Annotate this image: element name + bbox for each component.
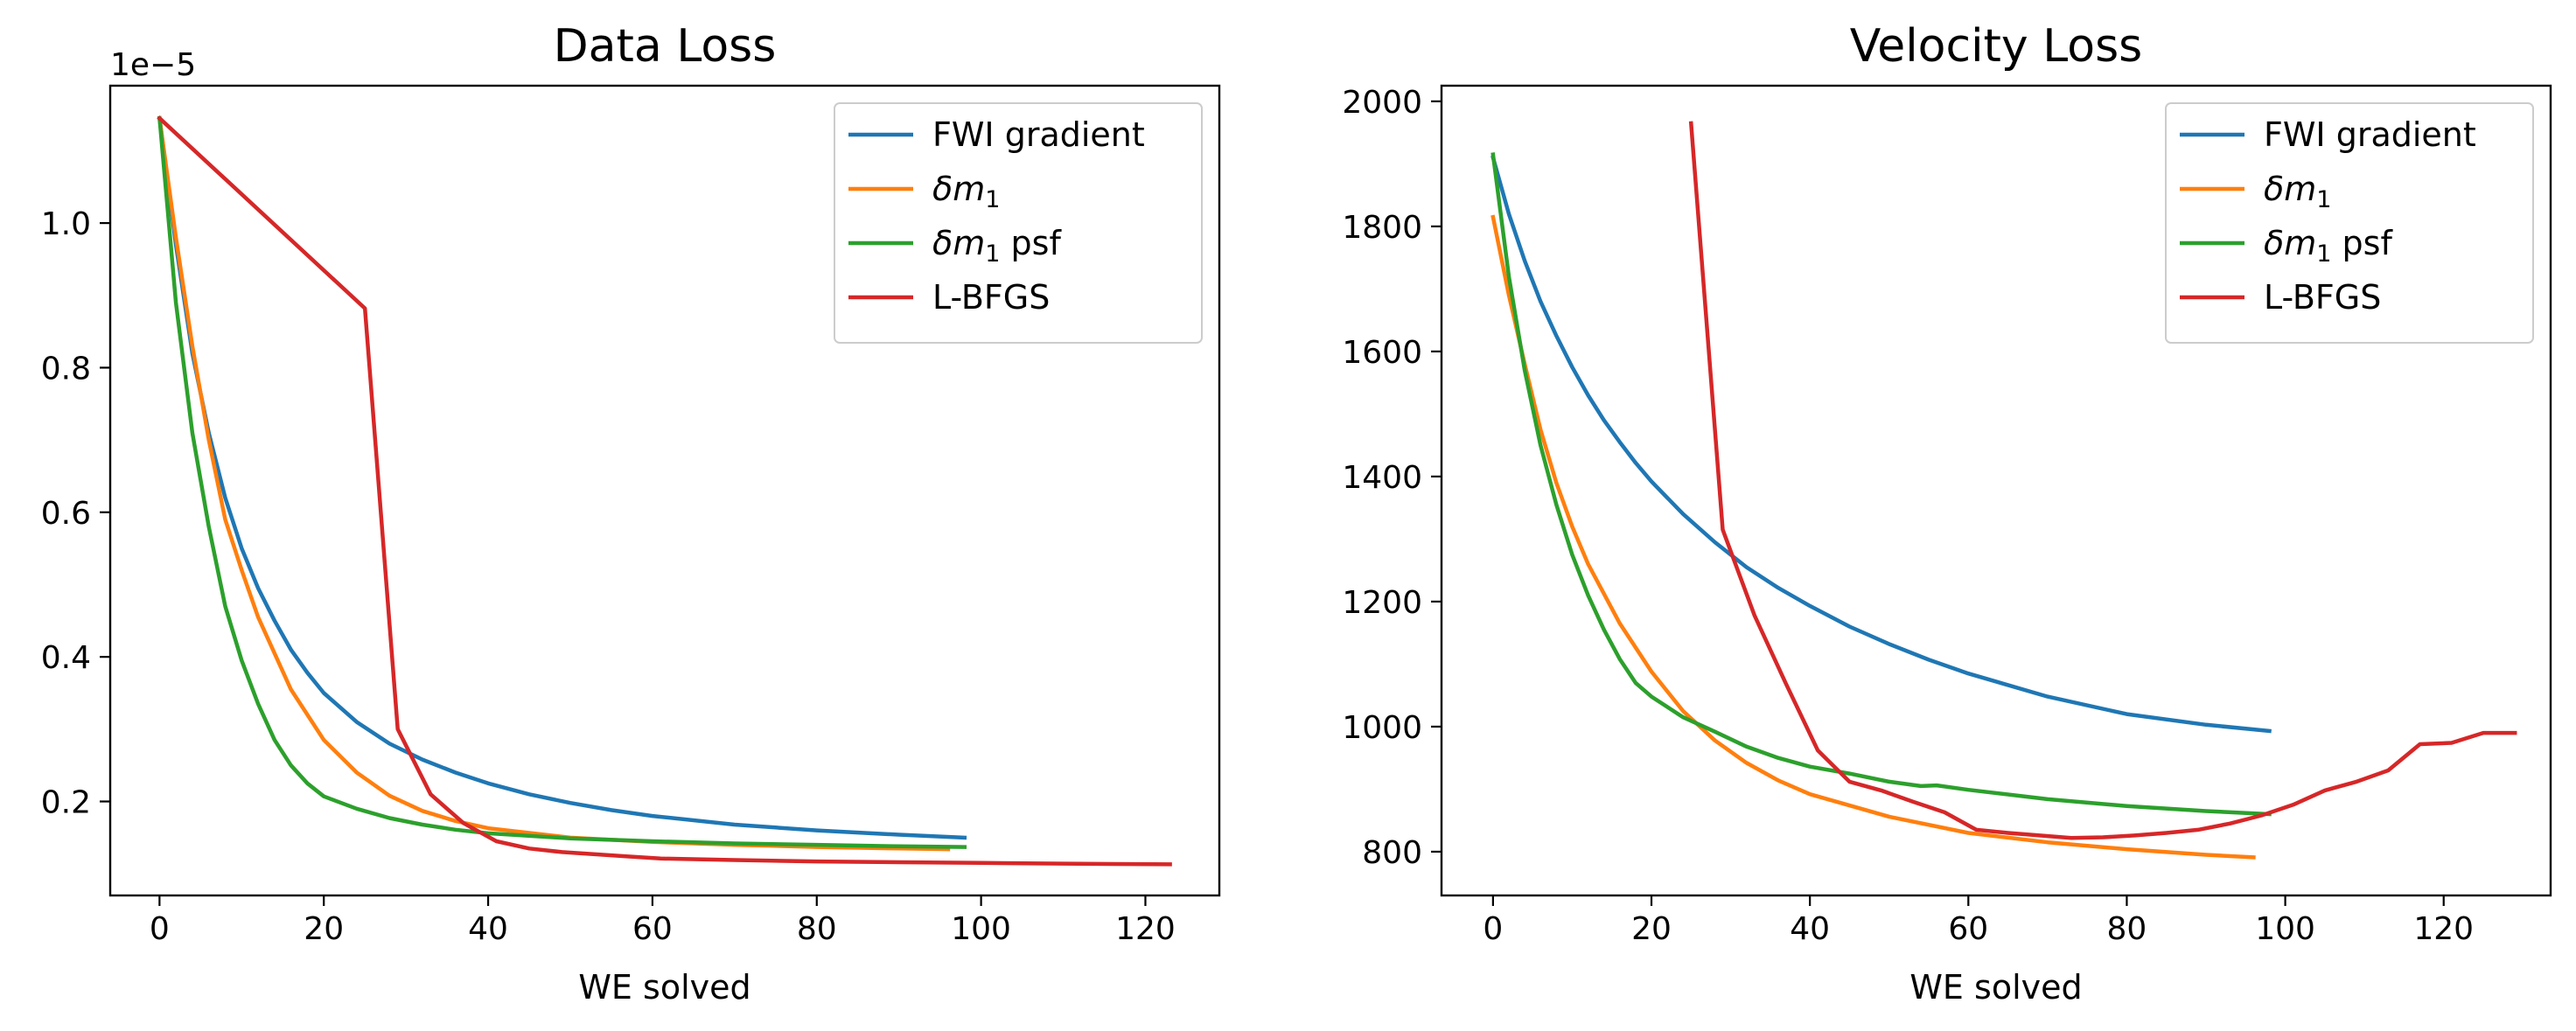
legend: FWI gradient δm1 δm1 psf L-BFGS bbox=[2165, 102, 2534, 344]
x-tick-label: 100 bbox=[951, 911, 1011, 947]
y-tick-label: 1.0 bbox=[41, 206, 91, 242]
series-lines bbox=[1490, 121, 2517, 860]
y-tick-label: 1600 bbox=[1342, 335, 1422, 371]
y-offset-label: 1e−5 bbox=[110, 47, 196, 83]
y-tick-label: 1200 bbox=[1342, 585, 1422, 621]
series-line bbox=[157, 115, 967, 840]
series-line bbox=[157, 115, 1172, 867]
legend-label: FWI gradient bbox=[2264, 115, 2476, 154]
legend-label: δm1 bbox=[932, 170, 1000, 213]
plot-frame bbox=[1440, 84, 2552, 897]
y-tick-label: 1400 bbox=[1342, 460, 1422, 496]
y-tick-label: 1800 bbox=[1342, 210, 1422, 246]
y-tick-label: 0.4 bbox=[41, 640, 91, 676]
x-tick-label: 40 bbox=[1790, 911, 1830, 947]
plot-frame bbox=[108, 84, 1221, 897]
x-tick-label: 60 bbox=[1948, 911, 1988, 947]
legend-box bbox=[2165, 102, 2534, 344]
x-tick-label: 20 bbox=[304, 911, 344, 947]
x-tick-label: 40 bbox=[468, 911, 508, 947]
chart-title: Data Loss bbox=[554, 20, 777, 73]
legend-label: L-BFGS bbox=[2264, 278, 2381, 317]
series-line bbox=[1490, 155, 2272, 734]
x-tick-label: 60 bbox=[632, 911, 673, 947]
y-tick-label: 0.8 bbox=[41, 351, 91, 387]
x-tick-label: 0 bbox=[1483, 911, 1503, 947]
x-axis-label: WE solved bbox=[1909, 968, 2082, 1007]
y-tick-label: 800 bbox=[1362, 835, 1422, 871]
legend-label: L-BFGS bbox=[932, 278, 1050, 317]
data-loss-panel: Data Loss 1e−5 0 20 40 60 80 100 1200.20.40.60… bbox=[41, 20, 1221, 1007]
x-tick-label: 120 bbox=[1115, 911, 1176, 947]
series-line bbox=[1490, 214, 2256, 860]
series-line bbox=[157, 115, 967, 849]
x-axis-label: WE solved bbox=[578, 968, 750, 1007]
velocity-loss-panel: Velocity Loss 0 20 40 60 80 100 120 800 1000 1200… bbox=[1342, 20, 2552, 1007]
legend-label: FWI gradient bbox=[932, 115, 1145, 154]
series-line bbox=[1688, 121, 2517, 840]
legend-label: δm1 psf bbox=[932, 224, 1062, 268]
x-tick-label: 0 bbox=[150, 911, 170, 947]
x-tick-label: 20 bbox=[1631, 911, 1672, 947]
legend: FWI gradient δm1 δm1 psf L-BFGS bbox=[834, 102, 1203, 344]
x-tick-label: 120 bbox=[2413, 911, 2474, 947]
legend-box bbox=[834, 102, 1203, 344]
y-tick-label: 1000 bbox=[1342, 710, 1422, 746]
ticks: 0 20 40 60 80 100 120 0.2 0.4 0.6 0.8 1.0 bbox=[41, 206, 1176, 947]
series-line bbox=[1490, 152, 2272, 817]
y-tick-label: 0.2 bbox=[41, 785, 91, 821]
ticks: 0 20 40 60 80 100 120 800 1000 1200 1400 1600 1800 20… bbox=[1342, 85, 2474, 947]
chart-title: Velocity Loss bbox=[1850, 20, 2143, 73]
x-tick-label: 80 bbox=[797, 911, 837, 947]
legend-label: δm1 psf bbox=[2264, 224, 2393, 268]
x-tick-label: 100 bbox=[2255, 911, 2315, 947]
y-tick-label: 2000 bbox=[1342, 85, 1422, 121]
legend-label: δm1 bbox=[2264, 170, 2331, 213]
series-lines bbox=[157, 115, 1172, 867]
y-tick-label: 0.6 bbox=[41, 496, 91, 532]
x-tick-label: 80 bbox=[2107, 911, 2147, 947]
